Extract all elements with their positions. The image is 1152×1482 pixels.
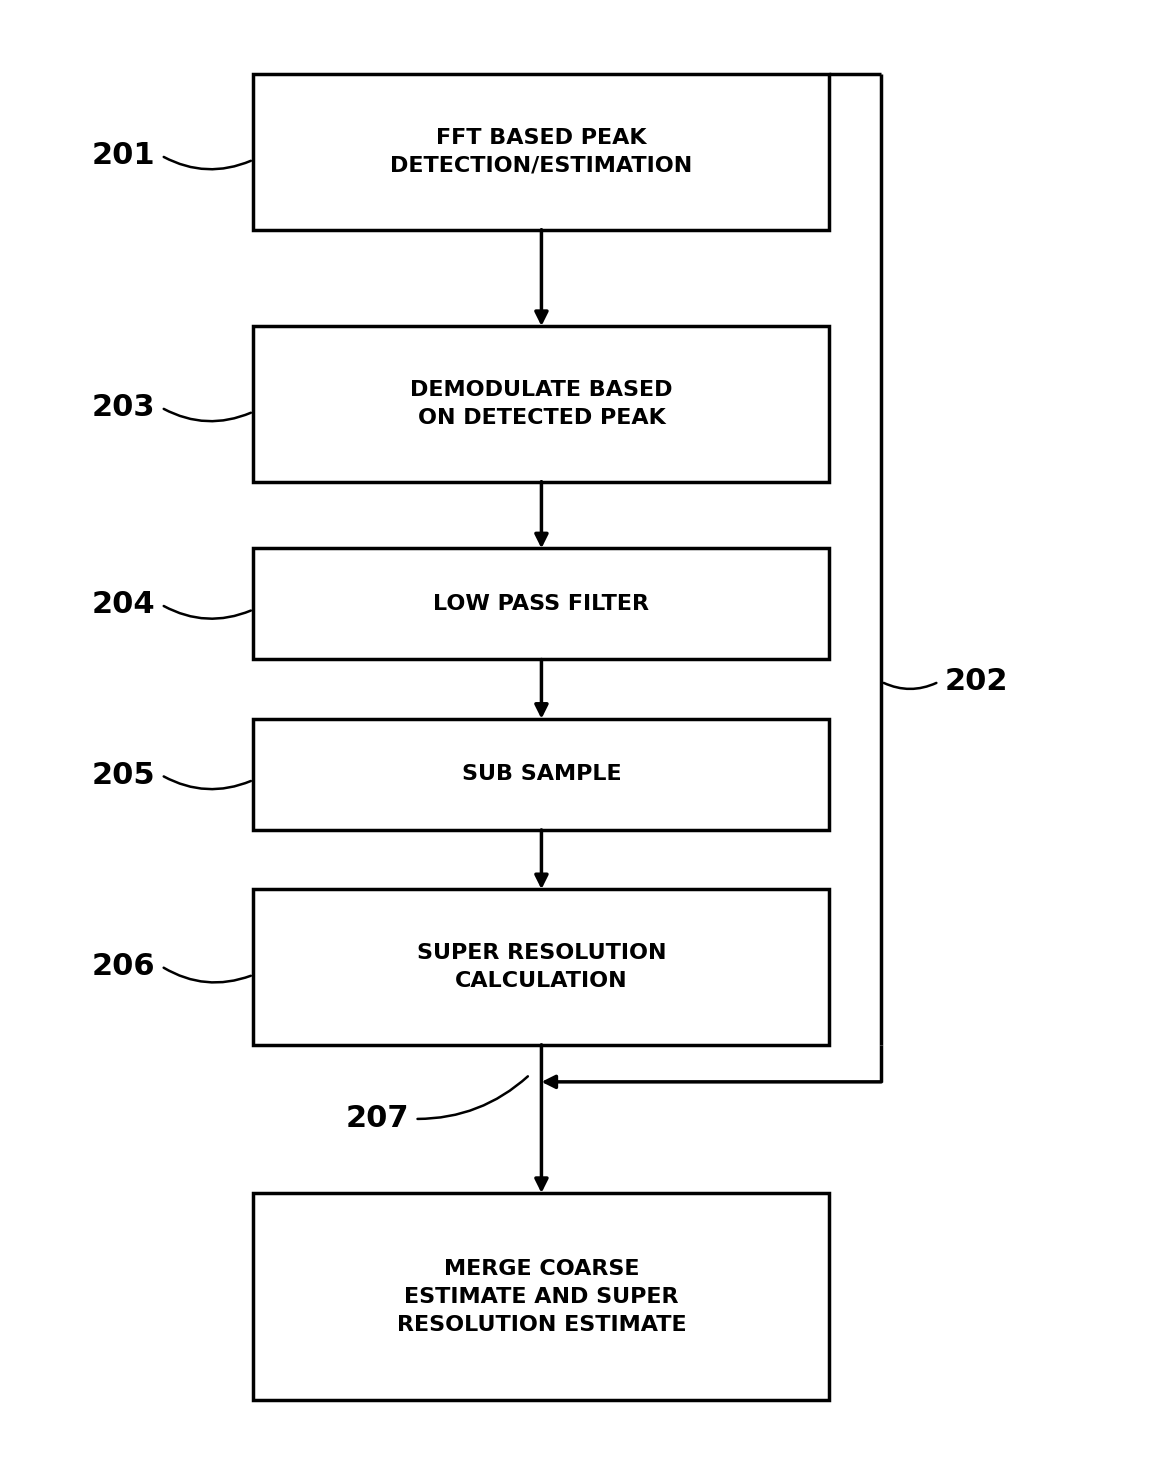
Text: 204: 204 — [92, 590, 156, 619]
Text: 202: 202 — [945, 667, 1008, 697]
Text: 203: 203 — [92, 393, 156, 422]
Text: LOW PASS FILTER: LOW PASS FILTER — [433, 594, 650, 614]
Bar — [253, 719, 829, 830]
Text: 201: 201 — [92, 141, 156, 170]
Text: DEMODULATE BASED
ON DETECTED PEAK: DEMODULATE BASED ON DETECTED PEAK — [410, 379, 673, 428]
Text: FFT BASED PEAK
DETECTION/ESTIMATION: FFT BASED PEAK DETECTION/ESTIMATION — [391, 127, 692, 176]
Bar — [253, 326, 829, 482]
Text: 205: 205 — [92, 760, 156, 790]
Bar — [253, 1193, 829, 1400]
Text: SUPER RESOLUTION
CALCULATION: SUPER RESOLUTION CALCULATION — [417, 943, 666, 991]
Bar — [253, 548, 829, 659]
Text: MERGE COARSE
ESTIMATE AND SUPER
RESOLUTION ESTIMATE: MERGE COARSE ESTIMATE AND SUPER RESOLUTI… — [396, 1258, 687, 1335]
Text: 207: 207 — [346, 1104, 409, 1134]
Text: 206: 206 — [92, 951, 156, 981]
Text: SUB SAMPLE: SUB SAMPLE — [462, 765, 621, 784]
Bar — [253, 889, 829, 1045]
Bar — [253, 74, 829, 230]
